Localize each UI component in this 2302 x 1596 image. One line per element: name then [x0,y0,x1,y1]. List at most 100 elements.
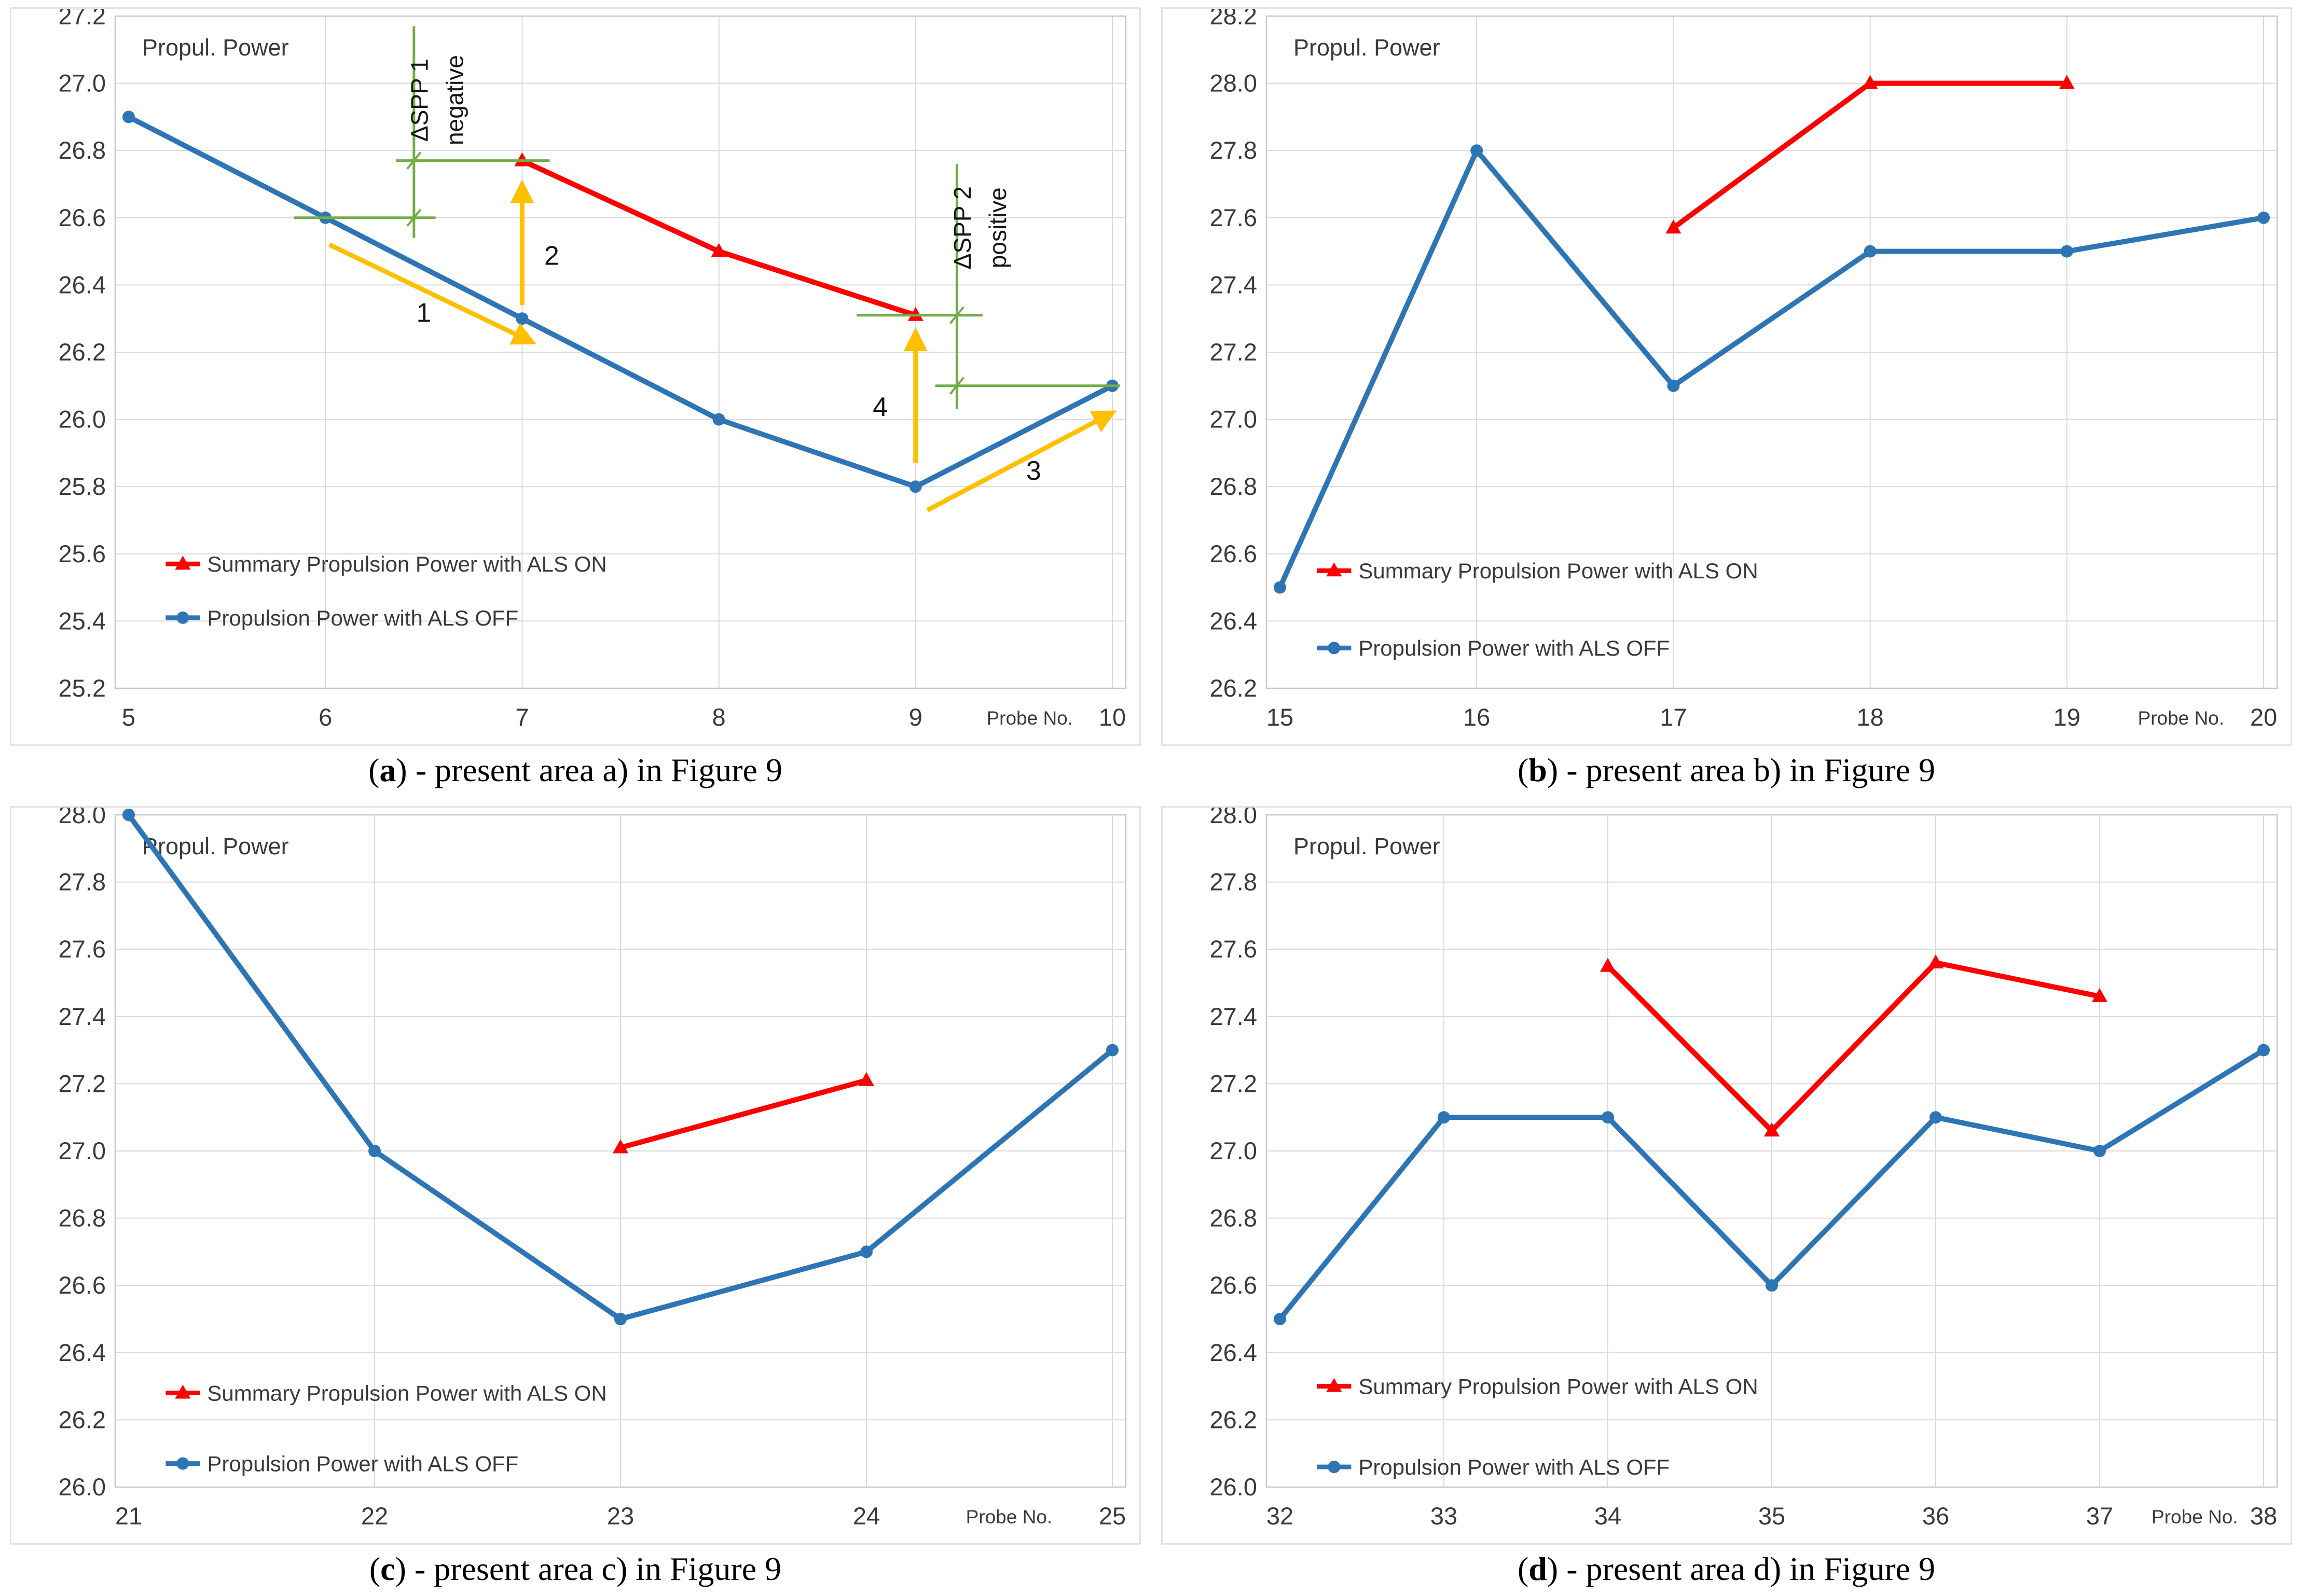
svg-text:27.0: 27.0 [1209,1137,1257,1164]
svg-text:26.6: 26.6 [59,204,106,231]
svg-text:27.8: 27.8 [1209,136,1257,164]
chart-a: 25.2 25.4 25.6 25.8 26.0 26.2 26.4 26.6 26.8 27.0… [59,9,1127,731]
axis-tick-labels: 25.2 25.4 25.6 25.8 26.0 26.2 26.4 26.6 26.8 27.0… [59,9,1126,731]
caption-a-rest: ) - present area a) in Figure 9 [396,752,782,788]
svg-text:6: 6 [319,703,332,731]
svg-text:26.6: 26.6 [1209,540,1257,567]
data-point-marker [1273,1313,1286,1325]
svg-text:25.2: 25.2 [59,674,106,702]
chart-box-d: 26.0 26.2 26.4 26.6 26.8 27.0 27.2 27.4 27.6 27.8… [1161,806,2292,1545]
caption-b-prefix: ( [1517,752,1529,788]
series [122,110,1119,493]
svg-text:26.2: 26.2 [59,1406,106,1433]
series-line-als_on [618,1077,869,1150]
delta-label: ΔSPP 2 [949,186,976,269]
data-point-marker [122,809,135,821]
plot-border [114,15,1127,689]
svg-text:26.8: 26.8 [59,1204,106,1232]
data-point-marker [175,556,191,570]
data-point-marker [175,1384,191,1399]
step-arrow-number: 1 [416,298,431,328]
svg-text:26.0: 26.0 [59,406,106,433]
panel-b: 26.2 26.4 26.6 26.8 27.0 27.2 27.4 27.6 27.8 28.0… [1151,0,2302,799]
svg-text:10: 10 [1099,703,1126,731]
step-arrow [328,242,536,345]
chart-box-c: 26.0 26.2 26.4 26.6 26.8 27.0 27.2 27.4 27.6 27.8… [10,806,1141,1545]
svg-text:27.4: 27.4 [1209,271,1257,298]
svg-text:18: 18 [1856,703,1883,731]
data-point-marker [1437,1111,1450,1124]
svg-text:26.4: 26.4 [59,1339,106,1366]
svg-text:27.2: 27.2 [59,9,106,30]
data-point-marker [1864,245,1877,258]
svg-text:37: 37 [2086,1502,2113,1530]
legend-label: Summary Propulsion Power with ALS ON [207,1381,606,1406]
step-arrow-number: 4 [873,392,888,422]
caption-c: (c) - present area c) in Figure 9 [369,1550,781,1588]
plot-border [114,814,1127,1488]
svg-text:28.0: 28.0 [59,808,106,828]
svg-text:26.6: 26.6 [1209,1271,1257,1299]
plot-border [1265,15,2278,689]
axis-tick-labels: 26.2 26.4 26.6 26.8 27.0 27.2 27.4 27.6 27.8 28.0… [1209,9,2277,731]
data-point-marker [1326,1378,1342,1392]
svg-text:35: 35 [1758,1502,1785,1530]
inplot-title: Propul. Power [142,34,289,61]
svg-text:27.8: 27.8 [59,868,106,896]
data-point-marker [1666,379,1679,392]
data-point-marker [2091,988,2107,1002]
svg-text:27.4: 27.4 [59,1003,106,1030]
legend: Summary Propulsion Power with ALS ON Prop… [166,1381,607,1476]
data-point-marker [859,1072,874,1086]
legend: Summary Propulsion Power with ALS ON Prop… [1316,1375,1758,1479]
svg-text:7: 7 [515,703,529,731]
svg-text:17: 17 [1660,703,1687,731]
caption-b-rest: ) - present area b) in Figure 9 [1547,752,1936,788]
data-point-marker [909,480,922,493]
data-point-marker [614,1313,627,1325]
svg-text:28.0: 28.0 [1209,808,1257,828]
legend-label: Summary Propulsion Power with ALS ON [207,552,606,576]
plot-border [1265,814,2278,1488]
svg-text:27.0: 27.0 [59,70,106,97]
caption-c-rest: ) - present area c) in Figure 9 [395,1550,782,1587]
data-point-marker [2059,75,2075,89]
delta-label: ΔSPP 1 [406,59,433,142]
svg-text:27.2: 27.2 [59,1070,106,1097]
legend-label: Summary Propulsion Power with ALS ON [1358,559,1758,583]
svg-text:25.6: 25.6 [59,540,106,567]
caption-c-prefix: ( [369,1550,381,1587]
svg-text:27.2: 27.2 [1209,1070,1257,1097]
svg-text:27.8: 27.8 [1209,868,1257,896]
data-point-marker [1665,219,1681,234]
chart-b: 26.2 26.4 26.6 26.8 27.0 27.2 27.4 27.6 27.8 28.0… [1209,9,2278,731]
svg-text:25.4: 25.4 [59,607,106,634]
caption-d: (d) - present area d) in Figure 9 [1518,1550,1935,1588]
svg-text:27.6: 27.6 [1209,204,1257,231]
svg-text:27.0: 27.0 [1209,406,1257,433]
inplot-title: Propul. Power [1293,833,1440,859]
chart-c: 26.0 26.2 26.4 26.6 26.8 27.0 27.2 27.4 27.6 27.8… [59,808,1127,1530]
legend-label: Propulsion Power with ALS OFF [207,606,518,630]
svg-text:26.8: 26.8 [1209,1204,1257,1232]
data-point-marker [860,1245,873,1258]
data-point-marker [1326,562,1342,577]
svg-text:15: 15 [1266,703,1293,731]
data-point-marker [176,611,189,624]
series [122,809,1119,1325]
step-arrow-number: 3 [1026,456,1041,486]
caption-b-letter: b [1528,752,1547,788]
svg-text:22: 22 [361,1502,388,1530]
data-point-marker [1273,581,1286,594]
axis-tick-labels: 26.0 26.2 26.4 26.6 26.8 27.0 27.2 27.4 27.6 27.8… [1209,808,2277,1530]
data-point-marker [1327,642,1340,655]
svg-text:26.2: 26.2 [1209,674,1257,702]
data-point-marker [711,243,727,257]
svg-text:27.6: 27.6 [59,935,106,963]
series [1273,75,2270,594]
caption-d-rest: ) - present area d) in Figure 9 [1547,1550,1936,1587]
legend-label: Propulsion Power with ALS OFF [207,1452,518,1476]
data-point-marker [2257,211,2270,224]
legend-label: Propulsion Power with ALS OFF [1358,1455,1670,1479]
